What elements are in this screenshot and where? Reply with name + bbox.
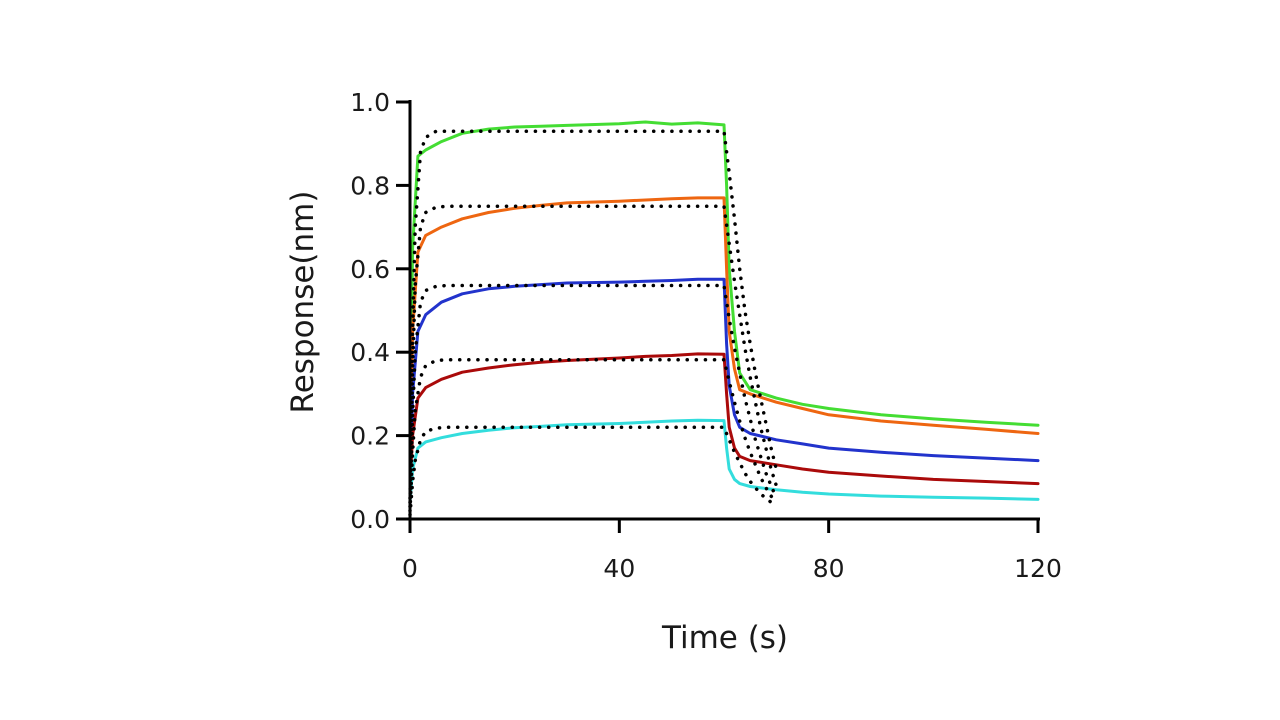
y-tick-label: 0.4 [350, 338, 390, 367]
series-line-1 [408, 120, 1040, 438]
x-tick-label: 120 [1014, 554, 1062, 583]
y-tick-label: 0.0 [350, 505, 390, 534]
x-axis-ticks: 0 40 80 120 [402, 519, 1062, 583]
y-axis-ticks: 0.0 0.2 0.4 0.6 0.8 1.0 [350, 88, 410, 534]
fit-curve-5 [408, 425, 779, 517]
x-axis-title: Time (s) [661, 620, 788, 656]
y-tick-label: 0.8 [350, 171, 390, 200]
fit-curve-3 [408, 283, 779, 509]
fit-curves-layer [408, 129, 779, 517]
x-tick-label: 0 [402, 554, 418, 583]
x-tick-label: 80 [813, 554, 845, 583]
series-layer [408, 120, 1040, 504]
series-line-2 [408, 196, 1040, 458]
y-axis-title: Response(nm) [285, 191, 321, 414]
y-tick-label: 0.6 [350, 255, 390, 284]
y-tick-label: 0.2 [350, 422, 390, 451]
series-line-5 [408, 418, 1040, 504]
series-line-3 [408, 277, 1040, 500]
series-line-4 [408, 352, 1040, 488]
fit-curve-1 [408, 129, 779, 500]
fit-curve-4 [408, 357, 779, 513]
fit-curve-2 [408, 204, 779, 505]
y-tick-label: 1.0 [350, 88, 390, 117]
x-tick-label: 40 [603, 554, 635, 583]
